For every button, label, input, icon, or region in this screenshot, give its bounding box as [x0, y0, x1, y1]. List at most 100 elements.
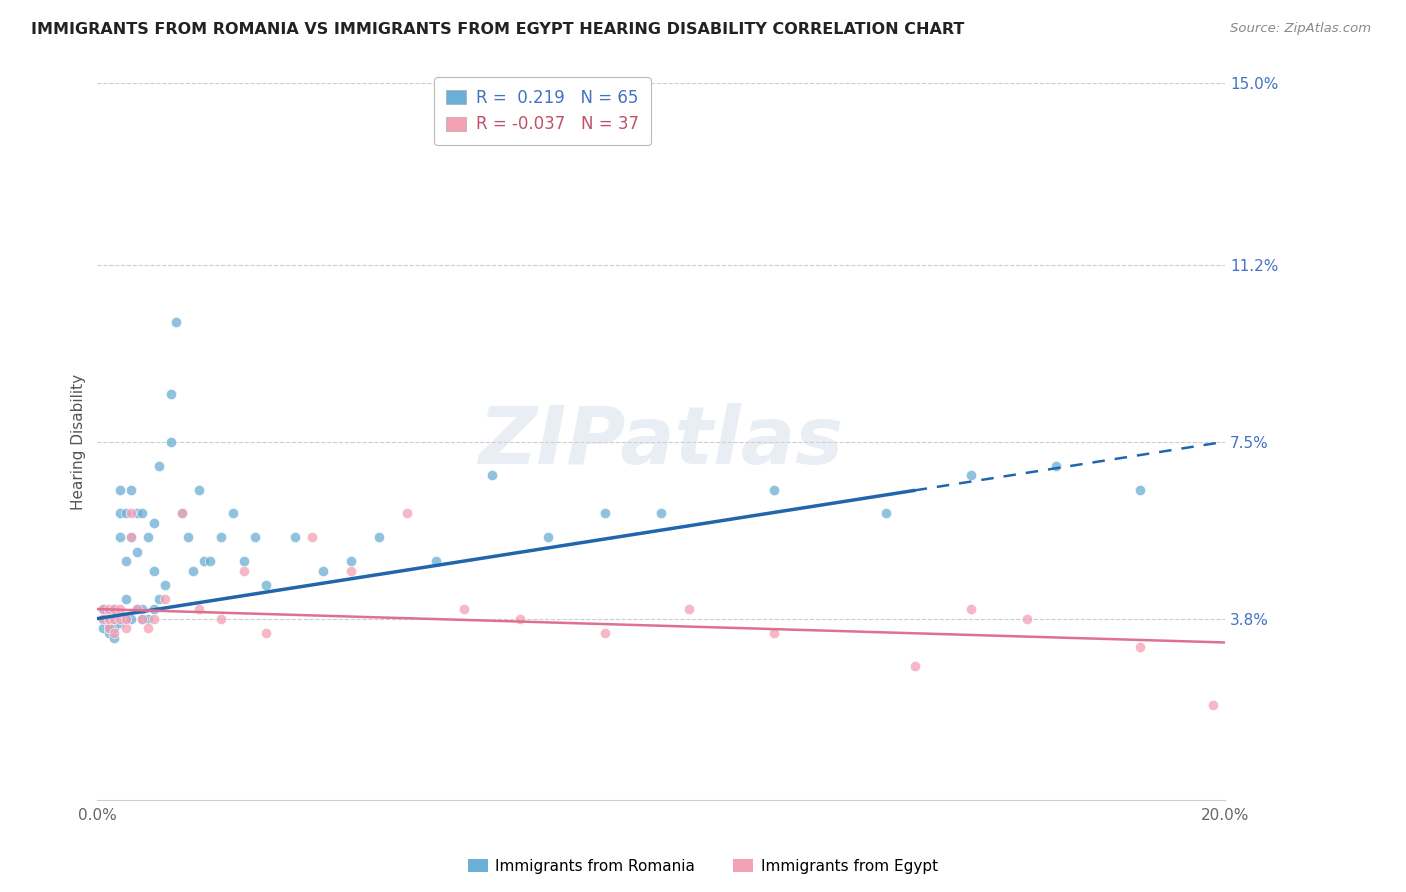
- Point: [396, 507, 419, 521]
- Point: [650, 507, 672, 521]
- Point: [103, 611, 125, 625]
- Point: [170, 507, 193, 521]
- Point: [103, 626, 125, 640]
- Point: [114, 507, 136, 521]
- Point: [181, 564, 204, 578]
- Point: [340, 554, 363, 568]
- Legend: Immigrants from Romania, Immigrants from Egypt: Immigrants from Romania, Immigrants from…: [461, 853, 945, 880]
- Point: [114, 592, 136, 607]
- Point: [125, 602, 148, 616]
- Point: [108, 616, 131, 631]
- Point: [103, 602, 125, 616]
- Point: [159, 434, 181, 449]
- Point: [142, 516, 165, 530]
- Point: [1129, 640, 1152, 655]
- Point: [97, 616, 120, 631]
- Point: [481, 468, 503, 483]
- Point: [232, 564, 254, 578]
- Point: [97, 626, 120, 640]
- Point: [193, 554, 215, 568]
- Point: [425, 554, 447, 568]
- Point: [108, 602, 131, 616]
- Point: [125, 544, 148, 558]
- Point: [97, 621, 120, 635]
- Point: [108, 611, 131, 625]
- Point: [91, 621, 114, 635]
- Point: [120, 483, 142, 497]
- Point: [153, 578, 176, 592]
- Point: [509, 611, 531, 625]
- Point: [114, 611, 136, 625]
- Point: [903, 659, 925, 673]
- Point: [103, 611, 125, 625]
- Point: [170, 507, 193, 521]
- Point: [187, 483, 209, 497]
- Point: [762, 483, 785, 497]
- Point: [142, 564, 165, 578]
- Point: [97, 607, 120, 621]
- Point: [148, 592, 170, 607]
- Point: [232, 554, 254, 568]
- Point: [91, 611, 114, 625]
- Point: [108, 530, 131, 544]
- Point: [165, 315, 187, 329]
- Point: [159, 387, 181, 401]
- Point: [120, 530, 142, 544]
- Point: [1129, 483, 1152, 497]
- Point: [176, 530, 198, 544]
- Point: [114, 554, 136, 568]
- Point: [187, 602, 209, 616]
- Point: [120, 611, 142, 625]
- Y-axis label: Hearing Disability: Hearing Disability: [72, 374, 86, 510]
- Point: [960, 468, 983, 483]
- Point: [254, 578, 277, 592]
- Point: [103, 621, 125, 635]
- Point: [312, 564, 335, 578]
- Point: [1202, 698, 1225, 712]
- Point: [243, 530, 266, 544]
- Legend: R =  0.219   N = 65, R = -0.037   N = 37: R = 0.219 N = 65, R = -0.037 N = 37: [434, 78, 651, 145]
- Point: [97, 611, 120, 625]
- Point: [875, 507, 897, 521]
- Point: [91, 611, 114, 625]
- Point: [254, 626, 277, 640]
- Point: [108, 507, 131, 521]
- Point: [136, 621, 159, 635]
- Point: [209, 530, 232, 544]
- Point: [148, 458, 170, 473]
- Point: [284, 530, 307, 544]
- Text: Source: ZipAtlas.com: Source: ZipAtlas.com: [1230, 22, 1371, 36]
- Point: [91, 602, 114, 616]
- Point: [97, 602, 120, 616]
- Point: [125, 602, 148, 616]
- Point: [537, 530, 560, 544]
- Point: [131, 602, 153, 616]
- Point: [91, 602, 114, 616]
- Point: [131, 611, 153, 625]
- Point: [762, 626, 785, 640]
- Point: [97, 621, 120, 635]
- Point: [108, 483, 131, 497]
- Point: [120, 507, 142, 521]
- Point: [114, 611, 136, 625]
- Point: [1017, 611, 1039, 625]
- Point: [131, 507, 153, 521]
- Point: [153, 592, 176, 607]
- Point: [960, 602, 983, 616]
- Point: [97, 611, 120, 625]
- Point: [368, 530, 391, 544]
- Point: [301, 530, 323, 544]
- Point: [340, 564, 363, 578]
- Point: [103, 631, 125, 645]
- Point: [593, 626, 616, 640]
- Text: IMMIGRANTS FROM ROMANIA VS IMMIGRANTS FROM EGYPT HEARING DISABILITY CORRELATION : IMMIGRANTS FROM ROMANIA VS IMMIGRANTS FR…: [31, 22, 965, 37]
- Point: [142, 602, 165, 616]
- Point: [131, 611, 153, 625]
- Text: ZIPatlas: ZIPatlas: [478, 403, 844, 481]
- Point: [120, 530, 142, 544]
- Point: [678, 602, 700, 616]
- Point: [114, 621, 136, 635]
- Point: [136, 530, 159, 544]
- Point: [103, 602, 125, 616]
- Point: [125, 507, 148, 521]
